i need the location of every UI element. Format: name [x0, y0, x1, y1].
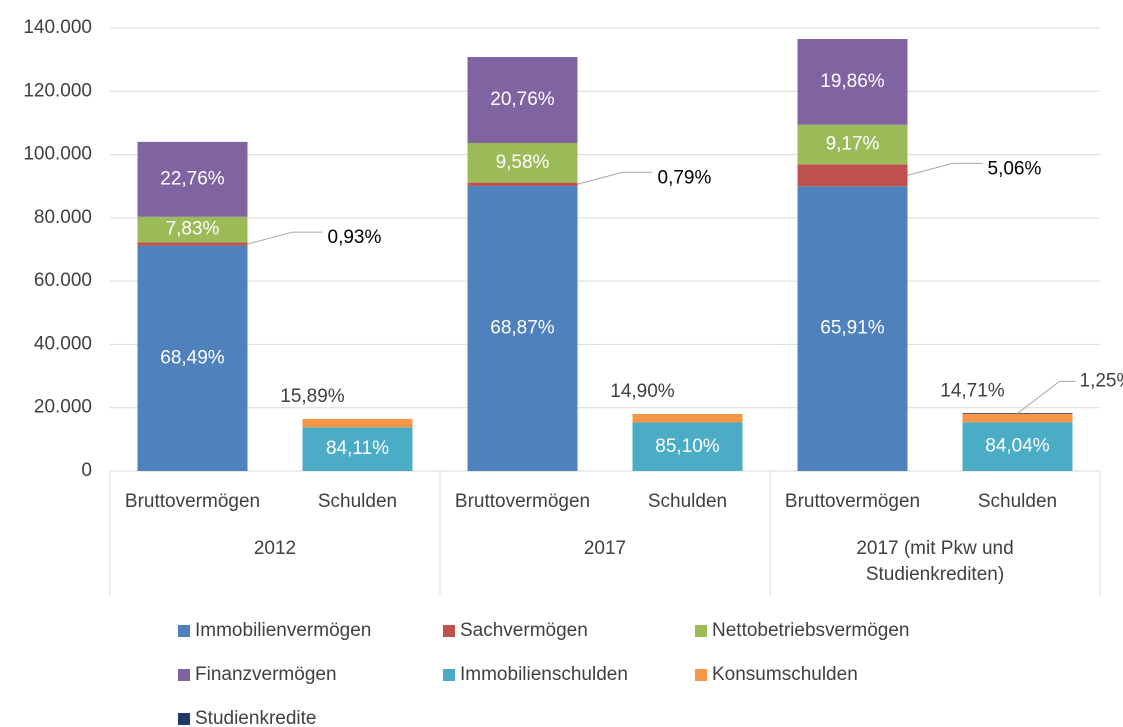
bar-segment — [302, 419, 413, 428]
group-label: 2017 — [583, 538, 627, 559]
bar-segment — [137, 242, 248, 246]
bar-segment — [467, 185, 578, 471]
data-label: 68,87% — [490, 317, 555, 338]
y-tick-label: 40.000 — [34, 333, 92, 354]
bar-segment — [467, 182, 578, 186]
leader-line — [907, 162, 983, 176]
legend-label: Studienkredite — [195, 708, 316, 727]
bar-segment — [797, 186, 908, 471]
data-label: 68,49% — [160, 347, 225, 368]
y-tick-label: 80.000 — [34, 207, 92, 228]
data-label: 9,17% — [826, 134, 880, 155]
x-tick-label: Schulden — [648, 491, 727, 512]
bar-segment — [137, 245, 248, 471]
bar-segment — [632, 414, 743, 423]
legend-swatch — [178, 669, 190, 681]
x-tick-label: Schulden — [318, 491, 397, 512]
bar-segment — [137, 216, 248, 243]
group-label: 2017 (mit Pkw und Studienkrediten) — [856, 538, 1014, 585]
bar-segment — [797, 124, 908, 165]
legend-label: Konsumschulden — [712, 664, 858, 685]
bar-segment — [137, 141, 248, 217]
legend-label: Immobilienschulden — [460, 664, 628, 685]
y-tick-label: 0 — [81, 460, 92, 481]
bar-segment — [797, 39, 908, 125]
bar-segment — [467, 57, 578, 143]
x-tick-label: Schulden — [978, 491, 1057, 512]
data-label: 84,04% — [985, 436, 1050, 457]
leader-line — [247, 231, 323, 245]
data-label: 19,86% — [820, 71, 885, 92]
x-tick-label: Bruttovermögen — [455, 491, 590, 512]
data-label: 9,58% — [496, 152, 550, 173]
data-label: 84,11% — [326, 438, 389, 459]
legend-label: Immobilienvermögen — [195, 620, 371, 641]
y-tick-label: 100.000 — [23, 144, 92, 165]
x-tick-label: Bruttovermögen — [785, 491, 920, 512]
bar-segment — [962, 413, 1073, 423]
y-tick-label: 140.000 — [23, 17, 92, 38]
leader-line — [1017, 380, 1076, 414]
data-label: 85,10% — [655, 436, 720, 457]
bar-segment — [302, 427, 413, 471]
data-label: 22,76% — [160, 168, 225, 189]
legend-label: Finanzvermögen — [195, 664, 337, 685]
legend-swatch — [695, 669, 707, 681]
data-label: 0,93% — [328, 227, 382, 248]
data-label: 65,91% — [820, 318, 885, 339]
legend-swatch — [178, 713, 190, 725]
bar-segment — [467, 142, 578, 183]
data-label: 1,25% — [1080, 370, 1123, 391]
data-label: 15,89% — [280, 386, 345, 407]
data-label: 0,79% — [658, 167, 712, 188]
legend-swatch — [695, 625, 707, 637]
data-label: 5,06% — [988, 158, 1042, 179]
legend-swatch — [443, 669, 455, 681]
group-label: 2012 — [253, 538, 297, 559]
leader-line — [577, 171, 653, 185]
y-tick-label: 120.000 — [23, 80, 92, 101]
legend-label: Sachvermögen — [460, 620, 588, 641]
bar-segment — [797, 164, 908, 187]
legend-swatch — [443, 625, 455, 637]
x-tick-label: Bruttovermögen — [125, 491, 260, 512]
y-tick-label: 60.000 — [34, 270, 92, 291]
bar-segment — [962, 422, 1073, 471]
data-label: 14,71% — [940, 381, 1005, 402]
data-label: 7,83% — [166, 219, 220, 240]
data-label: 20,76% — [490, 89, 555, 110]
legend-label: Nettobetriebsvermögen — [712, 620, 910, 641]
data-label: 14,90% — [610, 381, 675, 402]
legend-swatch — [178, 625, 190, 637]
bar-segment — [632, 422, 743, 471]
y-tick-label: 20.000 — [34, 397, 92, 418]
